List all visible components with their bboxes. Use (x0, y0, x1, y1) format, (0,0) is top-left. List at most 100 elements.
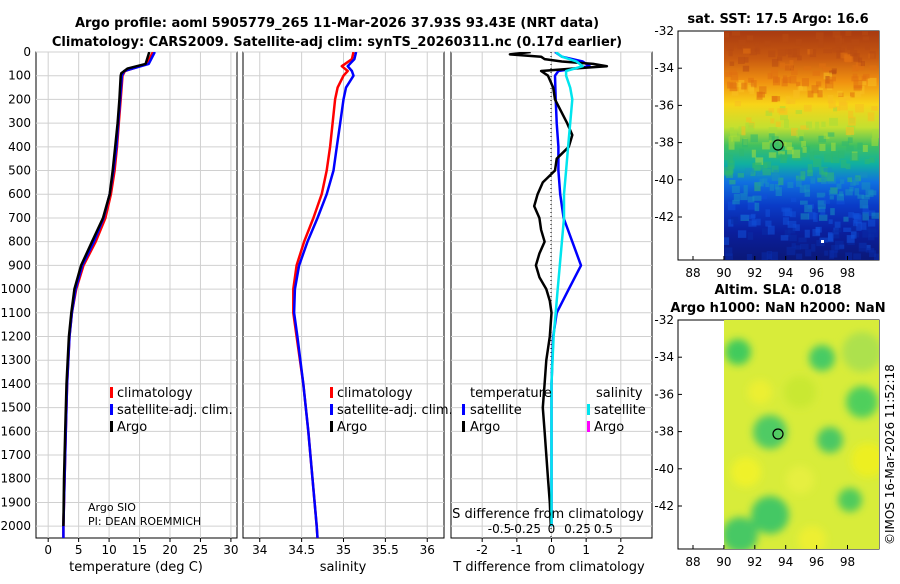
map-y-tick-label: -42 (654, 210, 674, 224)
sst-pixel (853, 79, 863, 89)
sst-pixel (739, 148, 745, 157)
sst-pixel (724, 32, 730, 38)
sst-pixel (872, 129, 879, 138)
sst-pixel (834, 223, 842, 233)
y-tick-label: 0 (23, 45, 31, 59)
sst-pixel (800, 243, 809, 250)
sst-pixel (782, 33, 789, 42)
sst-pixel (862, 36, 870, 41)
sla-blob (731, 457, 761, 487)
sst-pixel (823, 167, 832, 173)
sst-pixel (737, 44, 742, 50)
sst-pixel (777, 108, 785, 113)
map-x-tick-label: 88 (685, 555, 700, 569)
sst-pixel (857, 194, 865, 199)
sst-pixel (817, 172, 823, 181)
sst-pixel (855, 104, 864, 113)
sst-pixel (768, 108, 774, 113)
sst-pixel (807, 169, 813, 177)
x-tick-label: 0 (44, 543, 52, 557)
sst-pixel (771, 58, 779, 67)
s-tick-label: 0.5 (594, 522, 613, 536)
sst-pixel (840, 160, 847, 169)
sst-pixel (765, 220, 772, 227)
temperature-panel: 0100200300400500600700800900100011001200… (0, 45, 238, 575)
sst-pixel (828, 233, 834, 243)
sst-land-gap (821, 240, 824, 243)
legend-label-satellite-clim: satellite-adj. clim. (117, 403, 233, 418)
sst-pixel (852, 219, 858, 227)
sst-pixel (729, 179, 736, 185)
sst-pixel (768, 152, 777, 158)
y-tick-label: 1000 (0, 282, 31, 296)
legend-label-temp-satellite: satellite (470, 403, 522, 418)
sst-pixel (839, 191, 844, 197)
sst-pixel (794, 245, 802, 250)
legend-mark-climatology (110, 387, 113, 398)
sst-pixel (811, 244, 816, 252)
sst-pixel (742, 65, 750, 72)
sst-pixel (743, 185, 748, 194)
sst-pixel (845, 189, 853, 196)
sst-pixel (848, 212, 855, 218)
sst-pixel (765, 182, 770, 188)
sst-pixel (738, 39, 746, 46)
sst-pixel (800, 171, 806, 180)
sst-pixel (727, 201, 736, 211)
sst-pixel (745, 122, 755, 132)
map-y-tick-label: -32 (654, 313, 674, 327)
sst-pixel (813, 150, 821, 155)
map-x-tick-label: 96 (809, 555, 824, 569)
sst-pixel (857, 142, 863, 150)
sst-pixel (801, 78, 810, 87)
annotation-argo-sio: Argo SIO (88, 501, 136, 514)
sst-pixel (844, 56, 853, 63)
sst-pixel (850, 179, 856, 186)
sst-pixel (750, 134, 758, 143)
sst-pixel (787, 181, 794, 188)
sst-pixel (787, 49, 797, 58)
sst-pixel (845, 252, 853, 260)
sla-map-title-1: Altim. SLA: 0.018 (715, 283, 842, 298)
sst-pixel (845, 163, 851, 170)
x-tick-label: -1 (511, 543, 523, 557)
s-tick-label: 0.25 (564, 522, 591, 536)
sst-pixel (849, 186, 854, 192)
sst-pixel (869, 157, 875, 163)
map-x-tick-label: 94 (778, 555, 793, 569)
sst-pixel (775, 121, 781, 127)
sst-pixel (765, 110, 773, 116)
sst-pixel (804, 204, 813, 213)
sst-pixel (731, 31, 741, 36)
sst-pixel (738, 56, 745, 64)
sst-pixel (784, 119, 789, 128)
x-tick-label: 5 (75, 543, 83, 557)
sst-pixel (729, 154, 734, 164)
sst-pixel (730, 72, 739, 81)
sst-pixel (867, 77, 877, 87)
sst-pixel (862, 211, 869, 221)
sst-pixel (761, 194, 768, 200)
sst-pixel (738, 80, 745, 85)
sst-pixel (852, 73, 858, 79)
sla-blob (753, 415, 787, 449)
sst-pixel (724, 153, 729, 161)
sla-blob (798, 526, 826, 549)
y-tick-label: 1600 (0, 424, 31, 438)
x-tick-label: 20 (162, 543, 177, 557)
sst-pixel (848, 110, 854, 118)
sst-pixel (762, 228, 770, 235)
y-tick-label: 1700 (0, 448, 31, 462)
sst-pixel (839, 102, 848, 111)
sst-pixel (832, 47, 841, 53)
sst-pixel (834, 240, 844, 250)
sst-pixel (836, 50, 843, 59)
sst-pixel (829, 117, 838, 126)
sst-pixel (768, 50, 776, 58)
sst-pixel (865, 248, 875, 253)
sst-pixel (796, 130, 804, 138)
sst-pixel (804, 184, 810, 192)
sst-pixel (747, 202, 757, 210)
sst-pixel (815, 121, 820, 131)
map-y-tick-label: -36 (654, 98, 674, 112)
